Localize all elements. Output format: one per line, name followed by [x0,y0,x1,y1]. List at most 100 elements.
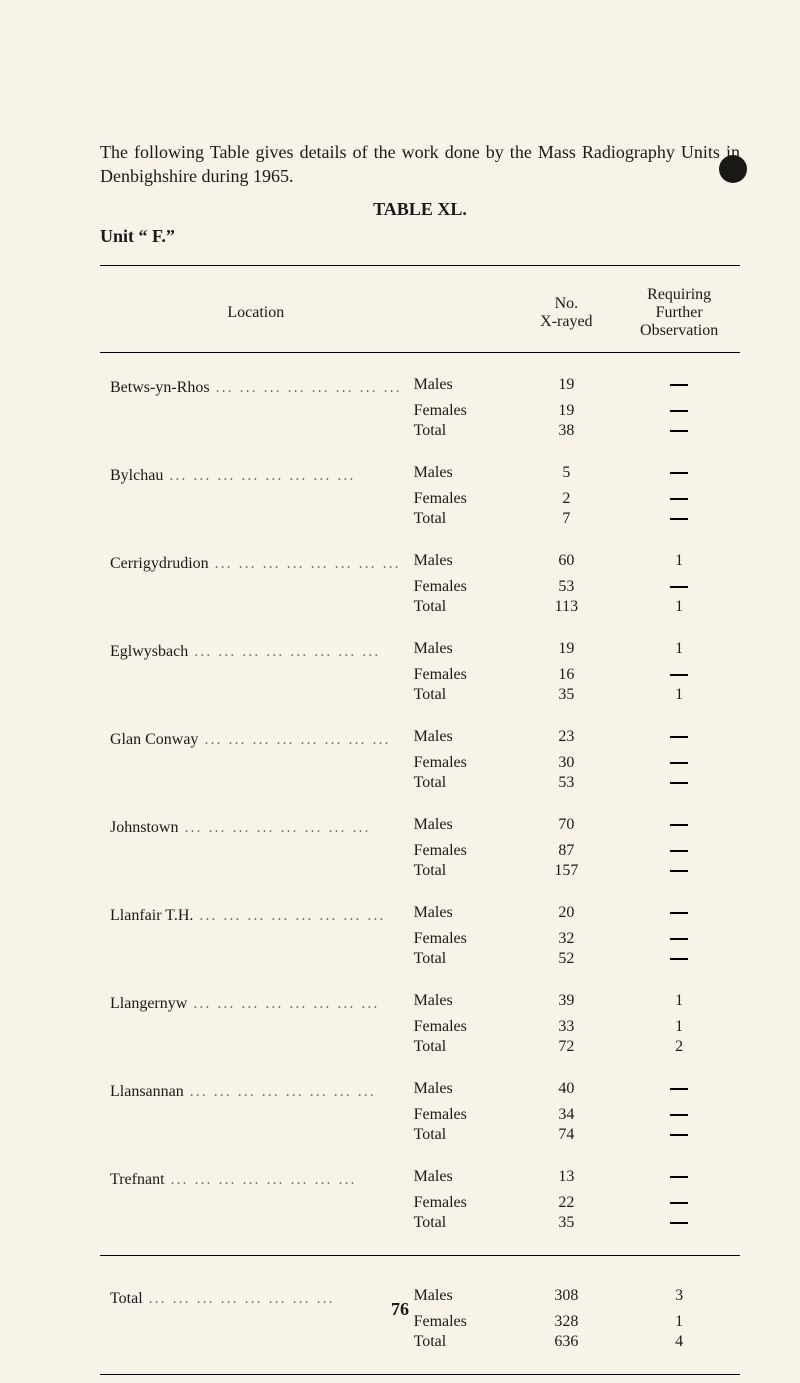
xrayed-value: 113 [514,597,618,617]
table-row: Eglwysbach... ... ... ... ... ... ... ..… [100,639,740,665]
table-row: Females22 [100,1193,740,1213]
table-row: Total74 [100,1125,740,1145]
requiring-value [618,949,740,969]
table-row: Females19 [100,401,740,421]
xrayed-value: 53 [514,577,618,597]
xrayed-value: 157 [514,861,618,881]
requiring-value: 1 [618,639,740,665]
xrayed-value: 636 [514,1332,618,1352]
sex-label: Total [408,685,515,705]
requiring-value [618,773,740,793]
table-row: Bylchau... ... ... ... ... ... ... ...Ma… [100,463,740,489]
xrayed-value: 33 [514,1017,618,1037]
xrayed-value: 87 [514,841,618,861]
requiring-value: 1 [618,1017,740,1037]
requiring-value [618,577,740,597]
table-row: Total53 [100,773,740,793]
sex-label: Total [408,509,515,529]
xrayed-value: 35 [514,685,618,705]
xrayed-value: 19 [514,375,618,401]
xrayed-value: 13 [514,1167,618,1193]
requiring-value [618,489,740,509]
sex-label: Total [408,1213,515,1233]
table-row: Females87 [100,841,740,861]
sex-label: Females [408,1105,515,1125]
requiring-value [618,727,740,753]
col-xrayed-header: No.X-rayed [514,274,618,353]
requiring-value [618,815,740,841]
sex-label: Females [408,1193,515,1213]
sex-label: Total [408,861,515,881]
sex-label: Total [408,949,515,969]
xrayed-value: 52 [514,949,618,969]
table-row: Total1131 [100,597,740,617]
table-row: Females30 [100,753,740,773]
unit-line: Unit “ F.” [100,226,740,247]
requiring-value [618,401,740,421]
xrayed-value: 5 [514,463,618,489]
xrayed-value: 34 [514,1105,618,1125]
sex-label: Males [408,463,515,489]
sex-label: Total [408,1332,515,1352]
sex-label: Males [408,903,515,929]
table-row: Females53 [100,577,740,597]
sex-label: Females [408,665,515,685]
requiring-value: 1 [618,685,740,705]
xrayed-value: 20 [514,903,618,929]
requiring-value [618,929,740,949]
location-name: Llansannan [110,1083,190,1101]
sex-label: Males [408,727,515,753]
leader-dots: ... ... ... ... ... ... ... ... [171,1171,402,1189]
requiring-value [618,509,740,529]
requiring-value [618,1167,740,1193]
table-row: Betws-yn-Rhos... ... ... ... ... ... ...… [100,375,740,401]
xrayed-value: 23 [514,727,618,753]
table-row: Total7 [100,509,740,529]
leader-dots: ... ... ... ... ... ... ... ... [184,819,401,837]
requiring-value: 1 [618,597,740,617]
table-row: Females32 [100,929,740,949]
location-name: Glan Conway [110,731,204,749]
requiring-value [618,665,740,685]
table-row: Total35 [100,1213,740,1233]
table-row: Females331 [100,1017,740,1037]
location-name: Cerrigydrudion [110,555,215,573]
leader-dots: ... ... ... ... ... ... ... ... [199,907,401,925]
requiring-value [618,1079,740,1105]
xrayed-value: 53 [514,773,618,793]
requiring-value [618,861,740,881]
leader-dots: ... ... ... ... ... ... ... ... [169,467,401,485]
table-row: Females34 [100,1105,740,1125]
location-name: Eglwysbach [110,643,194,661]
table-row: Total52 [100,949,740,969]
col-sex-header [408,274,515,353]
requiring-value [618,1193,740,1213]
requiring-value [618,903,740,929]
table-row: Total722 [100,1037,740,1057]
xrayed-value: 30 [514,753,618,773]
sex-label: Males [408,991,515,1017]
location-name: Llanfair T.H. [110,907,199,925]
requiring-value [618,753,740,773]
requiring-value: 1 [618,551,740,577]
table-row: Glan Conway... ... ... ... ... ... ... .… [100,727,740,753]
sex-label: Females [408,1017,515,1037]
table-row: Cerrigydrudion... ... ... ... ... ... ..… [100,551,740,577]
requiring-value [618,463,740,489]
xrayed-value: 74 [514,1125,618,1145]
xrayed-value: 19 [514,401,618,421]
location-name: Trefnant [110,1171,171,1189]
requiring-value [618,1125,740,1145]
sex-label: Males [408,551,515,577]
table-row: Total157 [100,861,740,881]
xrayed-value: 7 [514,509,618,529]
col-location-header: Location [100,274,408,353]
sex-label: Females [408,489,515,509]
requiring-value: 4 [618,1332,740,1352]
sex-label: Males [408,1079,515,1105]
leader-dots: ... ... ... ... ... ... ... ... [204,731,401,749]
location-name: Llangernyw [110,995,193,1013]
leader-dots: ... ... ... ... ... ... ... ... [215,555,402,573]
table-row: Females2 [100,489,740,509]
col-requiring-header: RequiringFurtherObservation [618,274,740,353]
